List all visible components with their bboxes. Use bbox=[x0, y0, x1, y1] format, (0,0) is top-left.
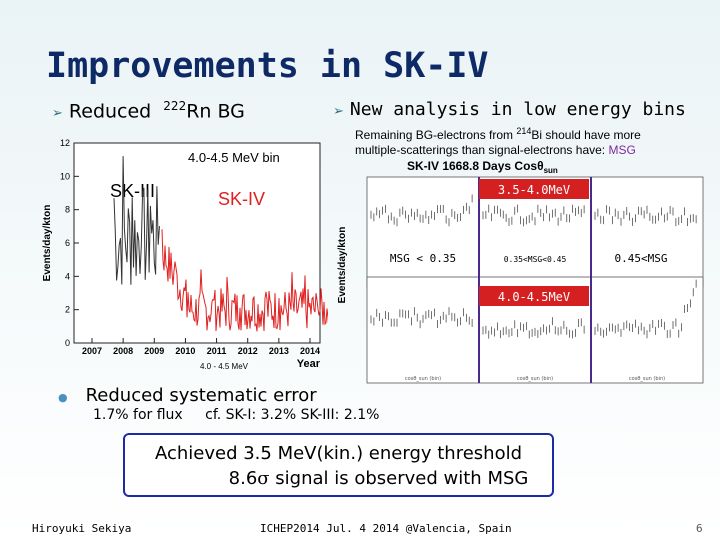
left-bullet-superscript: 222 bbox=[163, 99, 187, 113]
right-bullet-text: New analysis in low energy bins bbox=[349, 99, 686, 120]
x-tick-label: 2008 bbox=[113, 346, 133, 356]
right-plot-header: SK-IV 1668.8 Days Cosθsun bbox=[407, 159, 558, 175]
panel-axis-note: cosθ_sun (bin) bbox=[517, 376, 553, 382]
x-tick-label: 2011 bbox=[207, 346, 227, 356]
systematic-cf: cf. SK-I: 3.2% SK-III: 2.1% bbox=[205, 407, 380, 423]
bullet-arrow-icon: ➢ bbox=[52, 106, 63, 122]
x-tick-label: 2009 bbox=[144, 346, 164, 356]
left-plot: 0 2 4 6 8 10 12 2007 2008 2009 2010 2011 2012 2013 201… bbox=[38, 135, 352, 380]
page-number: 6 bbox=[696, 522, 703, 535]
footer-event: ICHEP2014 Jul. 4 2014 @Valencia, Spain bbox=[260, 522, 512, 535]
msg-bin-label: 0.45<MSG bbox=[615, 252, 668, 265]
systematic-flux: 1.7% for flux bbox=[93, 407, 183, 423]
left-bullet: ➢ Reduced 222Rn BG bbox=[52, 99, 245, 122]
y-tick-label: 0 bbox=[65, 338, 70, 348]
note-msg: MSG bbox=[608, 143, 636, 157]
right-plot: SK-IV 1668.8 Days Cosθsun Events/day/kton… bbox=[333, 155, 708, 387]
systematic-detail: 1.7% for flux cf. SK-I: 3.2% SK-III: 2.1… bbox=[93, 407, 379, 423]
range-label: 4.0-4.5 MeV bin bbox=[188, 150, 280, 165]
x-tick-label: 2012 bbox=[238, 346, 258, 356]
panel-axis-note: cosθ_sun (bin) bbox=[405, 376, 441, 382]
y-tick-label: 6 bbox=[65, 238, 70, 248]
page-title: Improvements in SK-IV bbox=[46, 46, 489, 86]
y-tick-label: 10 bbox=[60, 171, 70, 181]
sigma-symbol: σ bbox=[257, 468, 270, 489]
bottom-energy-label-bg bbox=[479, 286, 589, 306]
right-plot-svg: SK-IV 1668.8 Days Cosθsun Events/day/kton… bbox=[337, 159, 704, 384]
note-line2: multiple-scatterings than signal-electro… bbox=[355, 143, 609, 157]
systematic-heading: Reduced systematic error bbox=[85, 385, 317, 406]
note-line1-post: Bi should have more bbox=[531, 128, 641, 142]
x-axis-sublabel: 4.0 - 4.5 MeV bbox=[200, 362, 249, 371]
systematic-bullet: ● Reduced systematic error bbox=[58, 385, 317, 406]
bottom-energy-label: 4.0-4.5MeV bbox=[498, 290, 570, 304]
left-plot-svg: 0 2 4 6 8 10 12 2007 2008 2009 2010 2011 2012 2013 201… bbox=[42, 138, 352, 371]
y-axis-label: Events/day/kton bbox=[42, 205, 53, 282]
achievement-line1: Achieved 3.5 MeV(kin.) energy threshold bbox=[154, 443, 523, 464]
x-tick-label: 2014 bbox=[300, 346, 320, 356]
msg-bin-label: 0.35<MSG<0.45 bbox=[504, 255, 567, 264]
x-tick-label: 2013 bbox=[269, 346, 289, 356]
x-tick-label: 2007 bbox=[82, 346, 102, 356]
top-energy-label-bg bbox=[479, 179, 589, 199]
note-line1-sup: 214 bbox=[516, 126, 532, 136]
achievement-number: 8.6 bbox=[228, 468, 258, 489]
left-bullet-element: Rn BG bbox=[186, 100, 245, 123]
achievement-line2: signal is observed with MSG bbox=[269, 468, 529, 489]
x-tick-label: 2010 bbox=[175, 346, 195, 356]
footer-author: Hiroyuki Sekiya bbox=[32, 522, 132, 535]
msg-bin-label: MSG < 0.35 bbox=[390, 252, 456, 265]
msg-bin-label-bg bbox=[487, 248, 583, 267]
sk3-series-line bbox=[113, 156, 160, 285]
msg-bin-label-bg bbox=[375, 248, 471, 267]
right-bullet: ➢ New analysis in low energy bins bbox=[333, 98, 686, 120]
achievement-box: Achieved 3.5 MeV(kin.) energy threshold … bbox=[123, 433, 554, 497]
y-tick-label: 8 bbox=[65, 205, 70, 215]
y-tick-label: 4 bbox=[65, 271, 70, 281]
sk4-series-line bbox=[161, 229, 352, 332]
left-bullet-text: Reduced bbox=[68, 100, 152, 123]
note-line1-pre: Remaining BG-electrons from bbox=[355, 128, 517, 142]
panel-axis-note: cosθ_sun (bin) bbox=[629, 376, 665, 382]
y-tick-label: 12 bbox=[60, 138, 70, 148]
x-axis-label: Year bbox=[297, 358, 321, 370]
y-tick-label: 2 bbox=[65, 305, 70, 315]
bullet-arrow-icon: ➢ bbox=[333, 104, 344, 119]
top-energy-label: 3.5-4.0MeV bbox=[498, 183, 570, 197]
sk4-label: SK-IV bbox=[218, 189, 265, 209]
msg-bin-label-bg bbox=[593, 248, 689, 267]
right-note: Remaining BG-electrons from 214Bi should… bbox=[355, 124, 715, 158]
right-y-axis-label: Events/day/kton bbox=[337, 227, 348, 304]
round-bullet-icon: ● bbox=[58, 391, 68, 404]
